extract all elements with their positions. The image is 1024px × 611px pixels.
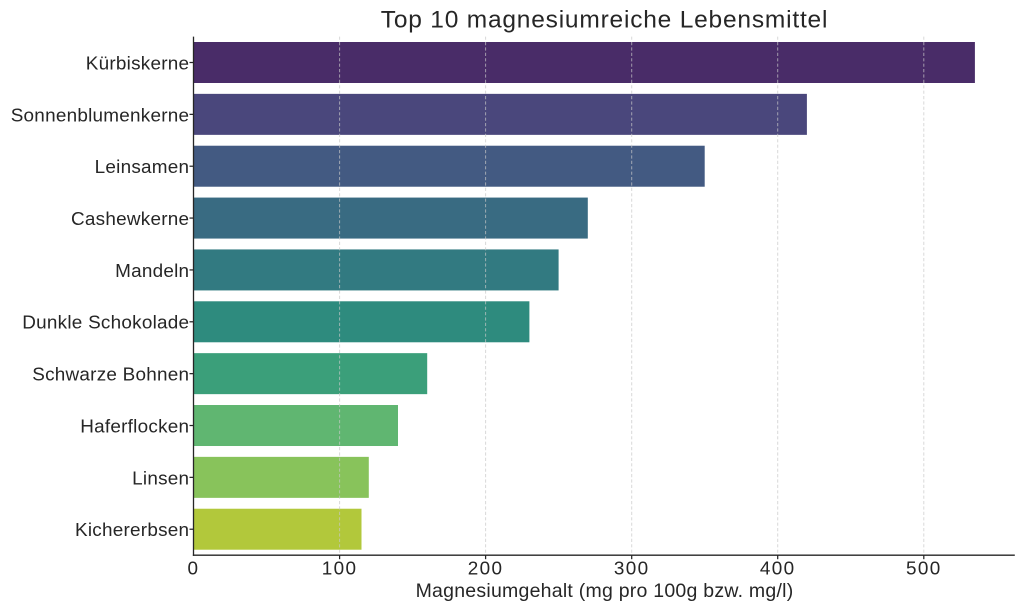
svg-text:0: 0 — [188, 558, 200, 579]
svg-text:500: 500 — [906, 558, 942, 579]
svg-text:Dunkle Schokolade: Dunkle Schokolade — [22, 313, 189, 334]
svg-text:Haferflocken: Haferflocken — [80, 416, 189, 437]
svg-text:Kürbiskerne: Kürbiskerne — [86, 53, 190, 74]
svg-text:Magnesiumgehalt (mg pro 100g b: Magnesiumgehalt (mg pro 100g bzw. mg/l) — [416, 580, 794, 602]
svg-text:Mandeln: Mandeln — [115, 261, 189, 282]
svg-text:Leinsamen: Leinsamen — [95, 157, 190, 178]
svg-text:100: 100 — [322, 558, 358, 579]
svg-text:200: 200 — [468, 558, 504, 579]
svg-text:300: 300 — [614, 558, 650, 579]
svg-text:Top 10 magnesiumreiche Lebensm: Top 10 magnesiumreiche Lebensmittel — [381, 7, 828, 34]
svg-text:Schwarze Bohnen: Schwarze Bohnen — [32, 365, 189, 386]
svg-text:Linsen: Linsen — [132, 468, 189, 489]
svg-text:Sonnenblumenkerne: Sonnenblumenkerne — [11, 105, 190, 126]
svg-text:400: 400 — [760, 558, 796, 579]
svg-text:Cashewkerne: Cashewkerne — [71, 209, 189, 230]
svg-text:Kichererbsen: Kichererbsen — [75, 520, 189, 541]
